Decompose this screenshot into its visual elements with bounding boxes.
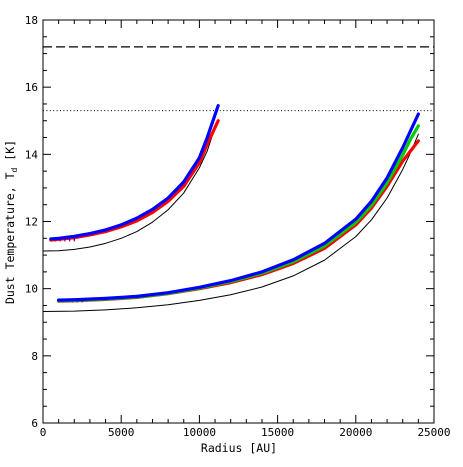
series-line-outer-5 [57,124,420,303]
y-tick-label: 18 [25,14,38,27]
x-tick-label: 20000 [339,426,372,439]
y-tick-label: 12 [25,216,38,229]
plot-content [42,46,434,312]
series-point-outer-6-4 [76,298,79,302]
series-line-outer-3 [42,133,419,312]
x-tick-label: 15000 [261,426,294,439]
series-point-outer-6-3 [72,298,74,302]
y-axis-ticks: 6 8 10 12 14 16 18 [25,14,434,430]
x-tick-label: 5000 [108,426,135,439]
y-tick-label: 14 [25,148,39,161]
series-point-inner-2-5 [73,237,75,241]
series-line-inner-2 [49,104,220,241]
series-point-inner-2-3 [64,237,66,241]
series-point-inner-2-1 [54,237,57,241]
x-tick-label: 0 [40,426,47,439]
series-point-outer-6-5 [81,298,83,302]
plot-frame [42,19,435,424]
y-tick-label: 6 [31,417,38,430]
axes-frame [42,19,435,424]
series-line-inner-0 [42,126,216,252]
y-axis-title-unit: [K] [3,140,17,168]
x-axis-title: Radius [AU] [201,441,277,455]
y-axis-title: Dust Temperature, Td [K] [3,140,19,304]
series-point-outer-6-1 [62,298,64,302]
series-point-inner-2-2 [59,237,61,241]
y-tick-label: 16 [25,81,38,94]
x-tick-label: 25000 [417,426,450,439]
y-axis-title-subscript: d [10,167,19,172]
series-line-inner-1 [49,119,220,242]
x-axis-ticks: 0 5000 10000 15000 20000 25000 [40,20,451,439]
series-line-outer-6 [57,112,420,302]
series-point-outer-6-2 [67,298,69,302]
series-point-outer-6-0 [58,298,60,302]
series-point-inner-2-0 [50,237,52,241]
y-tick-label: 10 [25,283,38,296]
series-point-inner-2-4 [68,237,71,241]
y-axis-title-main: Dust Temperature, T [3,172,17,304]
x-tick-label: 10000 [183,426,216,439]
y-tick-label: 8 [31,350,38,363]
